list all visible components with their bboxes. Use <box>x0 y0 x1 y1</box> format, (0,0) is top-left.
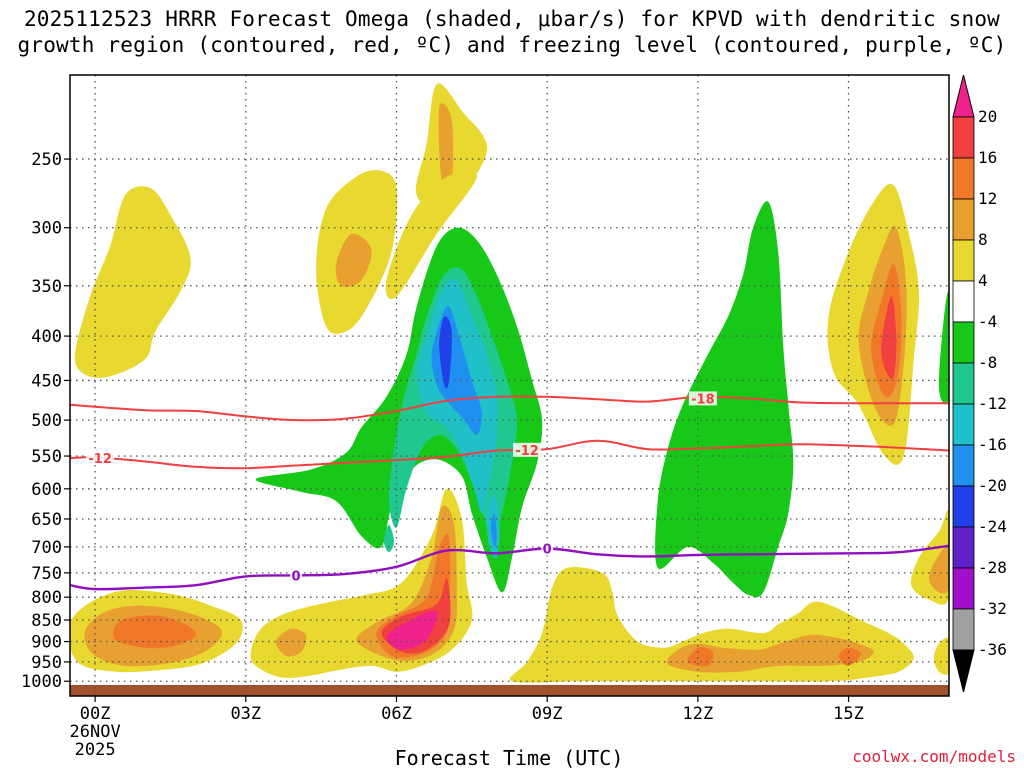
y-tick-label: 800 <box>31 588 62 608</box>
y-tick-label: 250 <box>31 150 62 170</box>
grid-lines <box>70 75 949 696</box>
colorbar-bin <box>952 403 975 446</box>
y-tick-label: 600 <box>31 480 62 500</box>
omega-descent-region-26 <box>933 637 949 675</box>
temperature-contour--18 <box>70 395 949 422</box>
colorbar-label: 16 <box>978 148 997 167</box>
colorbar-bin <box>952 198 975 241</box>
colorbar-bin <box>952 485 975 528</box>
colorbar-label: -20 <box>978 476 1007 495</box>
x-tick-label: 15Z <box>833 704 864 724</box>
y-tick-label: 450 <box>31 371 62 391</box>
colorbar-bin <box>952 321 975 364</box>
omega-ascent-core-9 <box>938 291 949 405</box>
colorbar-label: 20 <box>978 107 997 126</box>
colorbar-label: -36 <box>978 640 1007 659</box>
contour-labels: -18 -12 -12 0 0 <box>86 391 717 584</box>
omega-ascent-core-7 <box>490 512 497 548</box>
contour-label-bg <box>688 391 717 406</box>
colorbar-label: 12 <box>978 189 997 208</box>
omega-descent-region-9 <box>881 296 897 379</box>
colorbar-bin <box>952 362 975 405</box>
contour-label: -12 <box>88 452 112 467</box>
ground-layer <box>70 684 949 696</box>
y-tick-label: 900 <box>31 633 62 653</box>
y-tick-label: 1000 <box>21 672 62 692</box>
omega-descent-region-1 <box>438 103 454 190</box>
y-tick-label: 850 <box>31 611 62 631</box>
contour-label: 0 <box>543 542 552 557</box>
contour-label: -12 <box>515 444 539 459</box>
contour-label-bg <box>290 568 303 583</box>
contour-label: -18 <box>691 392 715 407</box>
omega-ascent-core-8 <box>383 524 394 553</box>
omega-descent-region-4 <box>335 233 372 288</box>
credit-text: coolwx.com/models <box>852 747 1016 766</box>
colorbar-label: 8 <box>978 230 988 249</box>
colorbar-bin <box>952 567 975 610</box>
colorbar-bin <box>952 526 975 569</box>
colorbar-bin <box>952 116 975 159</box>
y-tick-label: 400 <box>31 327 62 347</box>
x-tick-label: 12Z <box>682 704 713 724</box>
omega-descent-region-25 <box>928 545 949 594</box>
y-tick-label: 500 <box>31 411 62 431</box>
colorbar-legend: 20 16 12 8 4 -4 -8 -12 -16 -20 -24 -28 -32 -36 <box>952 74 1007 693</box>
colorbar-bin <box>952 239 975 282</box>
colorbar-label: -32 <box>978 599 1007 618</box>
omega-descent-region-2 <box>385 170 477 300</box>
y-tick-label: 750 <box>31 564 62 584</box>
x-date-label-year: 2025 <box>75 740 116 760</box>
temperature-contour--12 <box>70 439 949 470</box>
colorbar-label: 4 <box>978 271 988 290</box>
y-tick-label: 950 <box>31 653 62 673</box>
chart-title-line-1: 2025112523 HRRR Forecast Omega (shaded, … <box>23 7 1001 31</box>
y-tick-label: 350 <box>31 277 62 297</box>
x-tick-label: 00Z <box>80 704 111 724</box>
contour-label-bg <box>541 541 554 556</box>
y-tick-label: 550 <box>31 447 62 467</box>
omega-descent-region-21 <box>666 634 874 673</box>
y-tick-label: 650 <box>31 510 62 530</box>
omega-descent-region-5 <box>74 186 191 378</box>
contour-lines <box>70 395 949 591</box>
colorbar-label: -4 <box>978 312 997 331</box>
chart-title: 2025112523 HRRR Forecast Omega (shaded, … <box>0 6 1024 58</box>
colorbar-label: -12 <box>978 394 1007 413</box>
colorbar-bin <box>952 608 975 651</box>
x-axis: 00Z 03Z 06Z 09Z 12Z 15Z <box>80 696 864 724</box>
colorbar-label: -8 <box>978 353 997 372</box>
x-tick-label: 06Z <box>381 704 412 724</box>
y-tick-label: 700 <box>31 538 62 558</box>
colorbar-bin <box>952 280 975 323</box>
chart-title-line-2: growth region (contoured, red, ºC) and f… <box>17 33 1007 57</box>
colorbar-top-arrow <box>952 74 975 118</box>
omega-descent-region-19 <box>288 637 302 653</box>
freezing-level-contour <box>70 544 949 591</box>
colorbar-label: -28 <box>978 558 1007 577</box>
x-date-label-day: 26NOV <box>70 722 121 742</box>
x-tick-label: 09Z <box>532 704 563 724</box>
contour-label-bg <box>513 442 542 457</box>
y-axis: 2503003504004505005506006507007508008509… <box>21 150 70 692</box>
ground-shading <box>70 684 949 696</box>
colorbar-label: -24 <box>978 517 1007 536</box>
omega-ascent-core-1 <box>655 201 794 598</box>
colorbar-label: -16 <box>978 435 1007 454</box>
y-tick-label: 300 <box>31 219 62 239</box>
x-axis-title: Forecast Time (UTC) <box>395 746 624 768</box>
omega-ascent-core-5 <box>439 316 452 389</box>
plot-frame <box>69 74 950 697</box>
omega-descent-region-12 <box>113 615 196 649</box>
contour-label: 0 <box>292 569 301 584</box>
contour-label-bg <box>86 451 115 466</box>
x-tick-label: 03Z <box>230 704 261 724</box>
colorbar-bin <box>952 157 975 200</box>
colorbar-bottom-arrow <box>952 649 975 693</box>
colorbar-bin <box>952 444 975 487</box>
